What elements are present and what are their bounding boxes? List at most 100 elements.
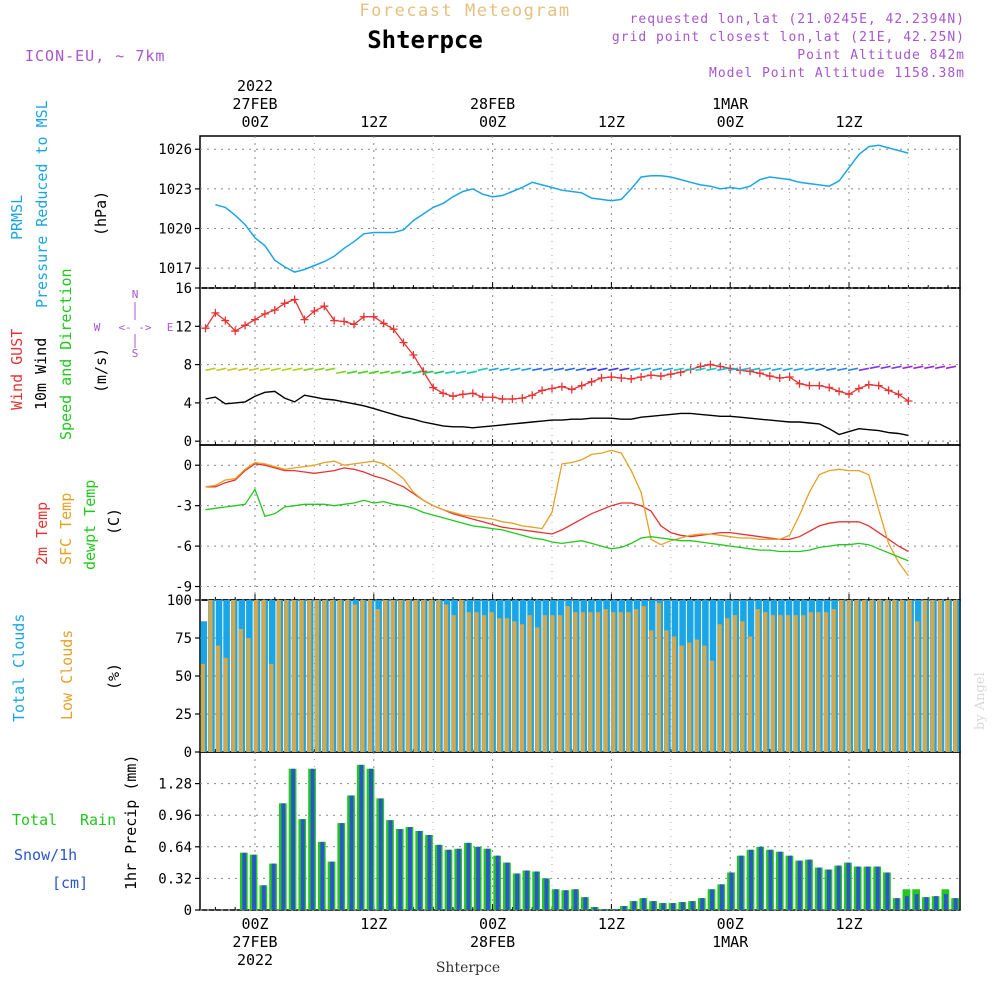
- gust-marker: [439, 389, 448, 398]
- time-label-top: 00Z: [241, 113, 268, 131]
- gust-marker: [666, 370, 675, 379]
- low-clouds-bar: [261, 600, 266, 752]
- wind-direction-arrow: [205, 367, 216, 372]
- snow-bar: [534, 871, 539, 910]
- wind-direction-arrow: [270, 367, 281, 372]
- low-clouds-bar: [398, 600, 403, 752]
- requested-coords: requested lon,lat (21.0245E, 42.2394N): [630, 12, 965, 27]
- low-clouds-bar: [907, 600, 912, 752]
- gust-marker: [567, 385, 576, 394]
- snow-bar: [875, 866, 880, 910]
- gust-marker: [518, 394, 527, 403]
- gust-marker: [755, 369, 764, 378]
- snow-bar: [447, 849, 451, 910]
- low-clouds-bar: [307, 600, 312, 752]
- wind-direction-arrow: [934, 365, 946, 370]
- gust-marker: [508, 395, 517, 404]
- wind-direction-label: Speed and Direction: [57, 268, 75, 440]
- gust-marker: [478, 393, 487, 402]
- gust-marker: [765, 372, 774, 381]
- wind-direction-arrow: [945, 365, 957, 370]
- time-label-bottom: 2022: [237, 951, 273, 969]
- gust-marker: [488, 393, 497, 402]
- wind-direction-arrow: [346, 370, 358, 375]
- gust-marker: [231, 327, 240, 336]
- y-tick-label: 75: [175, 631, 192, 647]
- gust-marker: [656, 372, 665, 381]
- wind-direction-arrow: [368, 370, 380, 375]
- wind-direction-arrow: [640, 367, 652, 372]
- low-clouds-bar: [535, 627, 540, 752]
- snow-unit: [cm]: [52, 874, 88, 892]
- low-clouds-bar: [299, 600, 304, 752]
- low-clouds-bar: [687, 642, 692, 752]
- gust-marker: [211, 308, 220, 317]
- wind-direction-arrow: [499, 367, 510, 372]
- wind-direction-arrow: [738, 367, 750, 372]
- wind-direction-arrow: [564, 367, 576, 372]
- gust-label: Wind GUST: [8, 329, 26, 410]
- snow-bar: [632, 901, 637, 910]
- gust-marker: [647, 371, 655, 380]
- pressure-unit: (hPa): [92, 191, 110, 236]
- snow-bar: [476, 846, 481, 910]
- low-clouds-bar: [763, 612, 768, 752]
- low-clouds-bar: [337, 600, 342, 752]
- wind-direction-arrow: [706, 367, 717, 372]
- wind-direction-arrow: [662, 367, 674, 372]
- low-clouds-bar: [634, 609, 639, 752]
- time-label-bottom: 00Z: [717, 915, 744, 933]
- gust-marker: [468, 389, 477, 398]
- dewpt-temp-line: [205, 488, 909, 562]
- gust-marker: [825, 383, 834, 392]
- gust-marker: [795, 379, 804, 388]
- time-label-bottom: 28FEB: [470, 933, 515, 951]
- low-clouds-bar: [915, 621, 920, 752]
- snow-bar: [671, 903, 675, 910]
- low-clouds-bar: [580, 612, 585, 752]
- snow-bar: [895, 898, 900, 910]
- snow-bar: [836, 865, 841, 910]
- wind-direction-arrow: [880, 365, 891, 370]
- wind-direction-arrow: [532, 367, 543, 372]
- wind-direction-arrow: [651, 367, 663, 372]
- snow-bar: [661, 903, 666, 910]
- low-clouds-bar: [748, 636, 753, 752]
- time-label-top: 12Z: [835, 113, 862, 131]
- wind-direction-arrow: [858, 367, 870, 372]
- total-label: Total: [12, 811, 57, 829]
- wind-direction-arrow: [717, 367, 728, 372]
- gust-marker: [280, 299, 289, 308]
- gust-marker: [874, 381, 883, 390]
- wind-direction-arrow: [314, 367, 325, 372]
- gust-marker: [498, 395, 507, 404]
- low-clouds-bar: [831, 609, 836, 752]
- wind-direction-arrow: [586, 367, 597, 372]
- snow-bar: [846, 862, 851, 910]
- low-clouds-bar: [717, 624, 722, 752]
- low-clouds-bar: [428, 600, 433, 752]
- wind-direction-arrow: [412, 370, 423, 375]
- gust-marker: [706, 360, 715, 369]
- low-clouds-bar: [611, 612, 616, 752]
- low-clouds-bar: [732, 615, 737, 752]
- snow-bar: [271, 863, 276, 910]
- low-clouds-bar: [953, 600, 958, 752]
- snow-bar: [330, 861, 334, 910]
- snow-bar: [739, 855, 744, 910]
- low-clouds-bar: [390, 600, 395, 752]
- snow-bar: [797, 860, 802, 910]
- gust-marker: [260, 309, 269, 318]
- low-clouds-bar: [451, 615, 456, 752]
- wind-unit: (m/s): [92, 348, 110, 393]
- y-tick-label: 0: [184, 434, 192, 450]
- low-clouds-bar: [922, 600, 927, 752]
- low-clouds-bar: [672, 636, 677, 752]
- credit-label: by Angel: [973, 672, 988, 730]
- time-label-bottom: 00Z: [479, 915, 506, 933]
- temp2m-label: 2m Temp: [33, 502, 51, 565]
- low-clouds-bar: [406, 600, 411, 752]
- gust-marker: [458, 390, 467, 399]
- time-label-top: 2022: [237, 77, 273, 95]
- time-label-top: 27FEB: [232, 95, 277, 113]
